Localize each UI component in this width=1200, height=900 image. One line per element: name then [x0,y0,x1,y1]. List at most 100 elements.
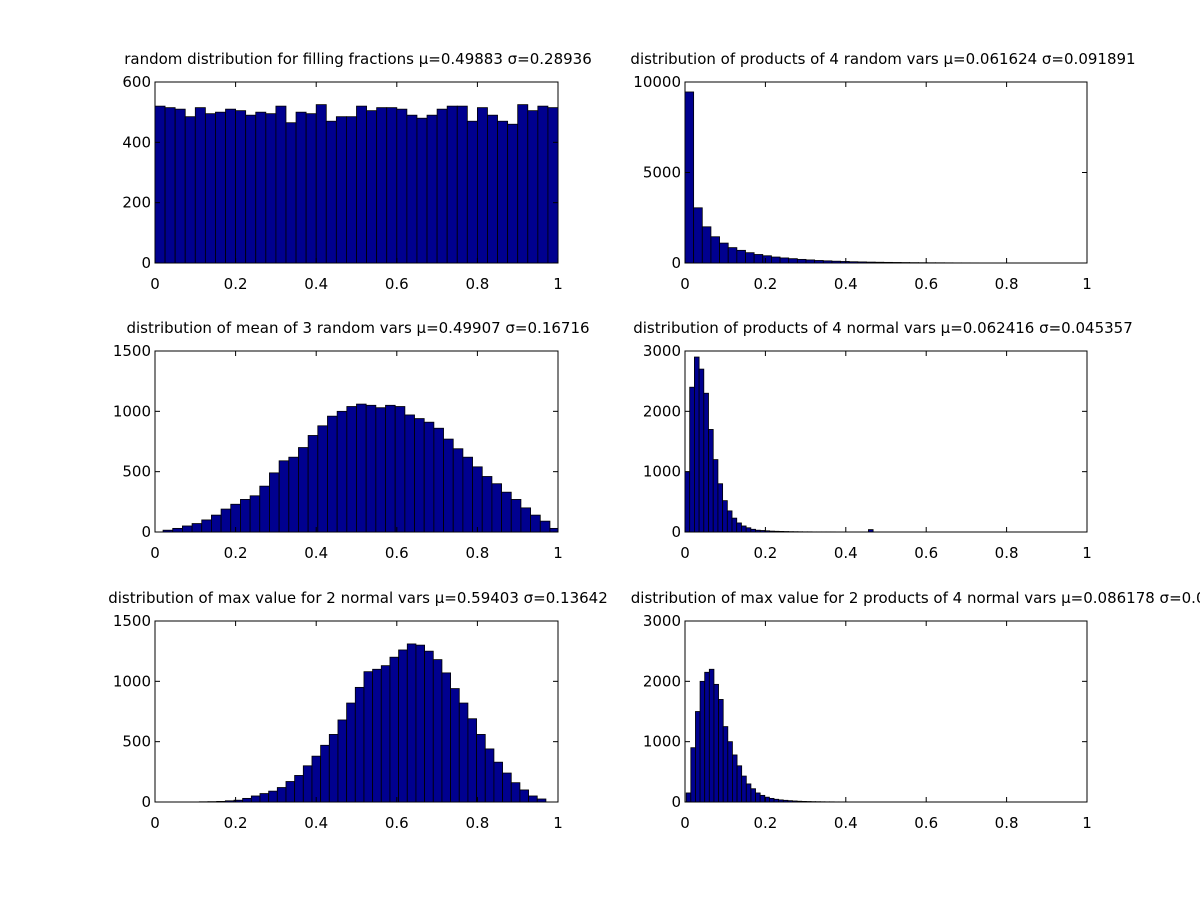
histogram-bar [722,500,728,533]
histogram-bar [298,447,309,533]
x-tick-label: 0 [150,814,160,832]
histogram-bar [727,741,733,803]
y-tick-label: 2000 [643,672,681,690]
histogram-bar [416,117,428,264]
histogram-bar [354,686,365,803]
histogram-bar [874,261,885,264]
y-tick-label: 0 [671,793,681,811]
histogram-bar [380,665,391,803]
histogram-bar [172,527,183,533]
histogram-bar [792,800,798,803]
histogram-bar [249,495,261,533]
histogram-bar [255,111,267,264]
histogram-bar [710,236,720,264]
histogram-bar [259,485,270,533]
y-tick-label: 0 [141,793,151,811]
histogram-bar [398,649,408,803]
histogram-bar [389,656,400,803]
x-tick-label: 0.8 [465,275,489,293]
panel-title: distribution of mean of 3 random vars μ=… [126,319,589,337]
histogram-bar [755,792,761,803]
y-tick-label: 500 [122,733,151,751]
histogram-bar [769,797,775,803]
histogram-bar [375,407,386,533]
x-tick-label: 0.6 [385,544,409,562]
histogram-bar [736,522,742,533]
x-tick-label: 1 [553,544,563,562]
histogram-bar [414,418,425,533]
y-tick-label: 2000 [643,402,681,420]
histogram-bar [892,262,902,264]
histogram-bar [320,744,330,803]
x-tick-label: 0.6 [914,814,938,832]
histogram-bar [762,255,772,264]
histogram-bar [325,120,337,264]
histogram-bar [184,116,196,264]
histogram-bar [346,406,357,533]
histogram-bar [415,644,426,803]
histogram-bar [346,702,356,803]
histogram-bar [311,755,322,803]
histogram-bar [452,448,464,533]
histogram-bar [450,688,460,803]
histogram-bar [536,798,547,803]
histogram-bar [491,483,502,533]
x-tick-label: 0 [680,544,690,562]
histogram-bar [211,514,222,533]
x-tick-label: 0 [150,544,160,562]
histogram-bar [386,107,398,264]
histogram-bar [162,529,174,533]
y-tick-label: 400 [122,133,151,151]
x-tick-label: 0.2 [753,275,777,293]
histogram-bar [704,671,710,803]
histogram-bar [484,748,495,803]
histogram-bar [708,668,715,803]
histogram-bar [336,410,348,533]
histogram-bar [519,789,529,803]
x-tick-label: 0.4 [304,814,328,832]
histogram-bar [539,520,551,533]
histogram-bar [441,672,452,803]
histogram-bar [753,254,764,264]
histogram-bar [685,792,692,803]
histogram-bar [848,261,859,264]
histogram-bar [372,668,382,803]
histogram-bar [822,260,833,264]
histogram-bar [201,519,212,533]
histogram-bar [773,530,780,533]
x-tick-label: 0 [680,814,690,832]
x-tick-label: 0.8 [995,275,1019,293]
histogram-bar [796,800,803,803]
histogram-bar [424,650,434,803]
histogram-bar [769,530,775,533]
histogram-bar [432,659,443,803]
histogram-bar [778,799,784,803]
y-tick-label: 0 [671,254,681,272]
histogram-bar [365,404,377,533]
x-tick-label: 1 [553,814,563,832]
histogram-bar [302,765,313,803]
histogram-bar [755,529,761,533]
histogram-bar [275,105,287,264]
x-tick-label: 0 [680,275,690,293]
histogram-bar [268,790,278,803]
histogram-bar [245,114,257,264]
histogram-bar [242,797,252,803]
histogram-bar [446,105,458,264]
x-tick-label: 1 [1082,544,1092,562]
histogram-bar [736,249,746,264]
histogram-bar [224,800,235,803]
histogram-bar [750,788,756,803]
histogram-bar [745,783,752,803]
histogram-bar [472,466,483,533]
histogram-bar [759,530,766,533]
histogram-bar [502,772,512,803]
y-tick-label: 0 [141,523,151,541]
x-tick-label: 0.4 [834,814,858,832]
histogram-bar [779,257,790,264]
histogram-bar [276,787,287,803]
histogram-panel-2: 0 0.2 0.4 0.6 0.8 1 0 5000 10000 distribution of … [630,50,1135,293]
histogram-bar [732,754,738,803]
histogram-bar [773,798,780,803]
histogram-bar [796,258,807,264]
